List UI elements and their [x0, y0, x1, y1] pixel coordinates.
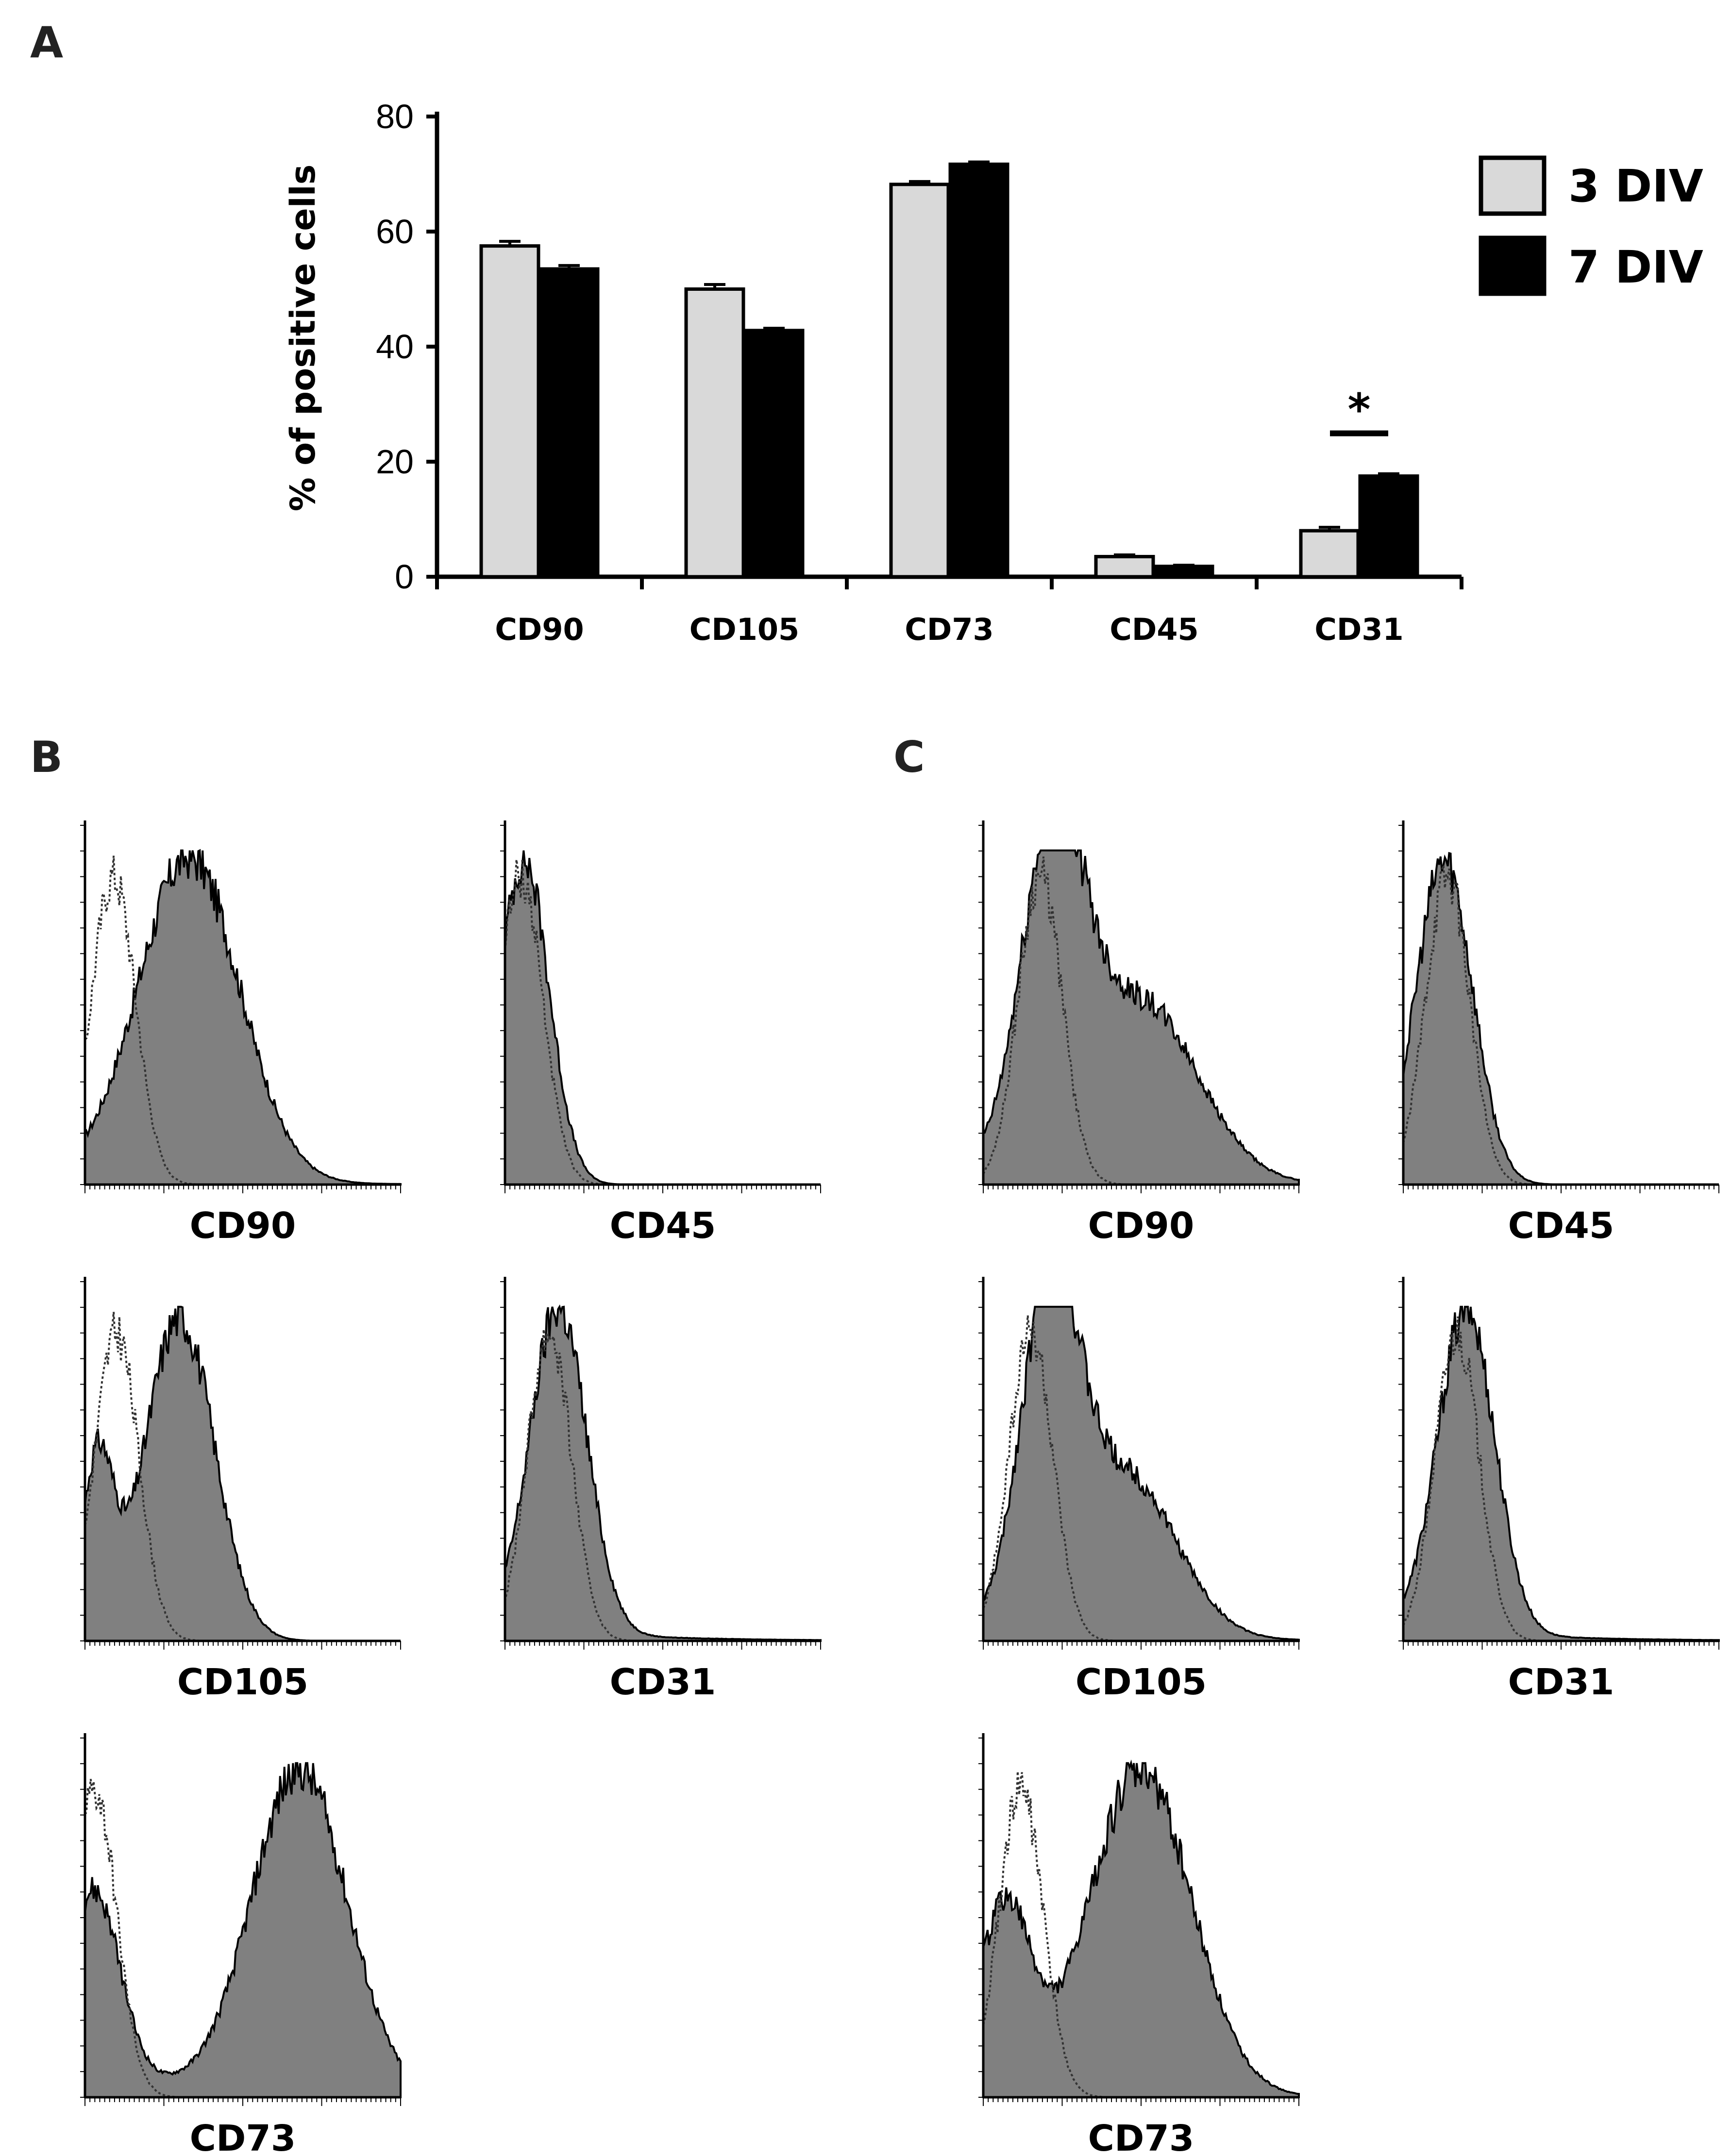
panel-letter-c: C	[893, 732, 925, 782]
legend-swatch-7div	[1479, 235, 1547, 296]
bar-7div-cd73	[948, 162, 1009, 579]
histogram-c-cd73: CD73	[978, 1733, 1300, 2156]
histogram-b-cd105: CD105	[80, 1277, 401, 1703]
panel-letter-a: A	[30, 17, 63, 67]
bar-7div-cd105	[743, 329, 805, 579]
histogram-c-cd105: CD105	[978, 1277, 1300, 1703]
stained-histogram	[504, 1304, 822, 1642]
bar-7div-cd31	[1358, 474, 1419, 579]
bar-3div-cd73	[889, 183, 950, 579]
legend-swatch-3div	[1479, 155, 1547, 216]
histogram-c-cd31: CD31	[1398, 1277, 1720, 1703]
histogram-label: CD90	[190, 1205, 296, 1247]
x-tick-label-cd45: CD45	[1110, 612, 1198, 647]
bar-7div-cd45	[1153, 565, 1214, 579]
stained-histogram	[84, 849, 402, 1186]
stained-histogram	[982, 1305, 1300, 1642]
y-tick-label: 20	[376, 443, 414, 481]
x-tick-label-cd90: CD90	[495, 612, 584, 647]
stained-histogram	[982, 1759, 1300, 2098]
bar-3div-cd45	[1094, 555, 1155, 579]
histogram-label: CD105	[177, 1661, 308, 1703]
histogram-c-cd45: CD45	[1398, 820, 1719, 1247]
legend: 3 DIV 7 DIV	[1479, 155, 1703, 296]
histogram-b-cd90: CD90	[80, 820, 402, 1247]
x-tick-label-cd105: CD105	[689, 612, 799, 647]
stained-histogram	[982, 849, 1300, 1186]
histogram-label: CD31	[1508, 1661, 1614, 1703]
histogram-c-cd90: CD90	[978, 820, 1300, 1247]
panel-letter-b: B	[30, 732, 63, 782]
histogram-panels: CD90 CD45 CD105 CD31 CD73 CD90 CD45 CD105 CD31 CD…	[80, 820, 1720, 2156]
histogram-label: CD105	[1076, 1661, 1207, 1703]
bar-3div-cd105	[684, 287, 745, 579]
y-tick-label: 40	[376, 328, 414, 366]
histogram-label: CD73	[1088, 2118, 1194, 2156]
x-tick-label-cd31: CD31	[1314, 612, 1403, 647]
isotype-histogram	[504, 859, 821, 1186]
y-tick-label: 60	[376, 213, 414, 251]
histogram-label: CD45	[610, 1205, 716, 1247]
x-tick-label-cd73: CD73	[905, 612, 993, 647]
legend-label-7div: 7 DIV	[1568, 241, 1703, 293]
bar-chart: % of positive cells 0 20 40 60 80 CD90 CD105 CD…	[283, 98, 1703, 647]
stained-histogram	[1402, 1305, 1720, 1642]
y-axis-label: % of positive cells	[283, 165, 323, 512]
y-tick-label: 0	[395, 558, 414, 596]
stained-histogram	[84, 1305, 401, 1642]
stained-histogram	[1402, 852, 1719, 1186]
histogram-b-cd73: CD73	[80, 1733, 402, 2156]
bar-3div-cd31	[1299, 529, 1360, 579]
significance-star: *	[1347, 384, 1370, 435]
bar-7div-cd90	[538, 267, 600, 579]
histogram-label: CD73	[190, 2118, 296, 2156]
y-tick-label: 80	[376, 98, 414, 135]
histogram-b-cd45: CD45	[500, 820, 821, 1247]
histogram-label: CD45	[1508, 1205, 1614, 1247]
histogram-label: CD90	[1088, 1205, 1194, 1247]
histogram-b-cd31: CD31	[500, 1277, 822, 1703]
stained-histogram	[504, 850, 821, 1186]
histogram-label: CD31	[610, 1661, 716, 1703]
bar-3div-cd90	[479, 244, 540, 579]
stained-histogram	[84, 1762, 402, 2098]
legend-label-3div: 3 DIV	[1568, 160, 1703, 212]
